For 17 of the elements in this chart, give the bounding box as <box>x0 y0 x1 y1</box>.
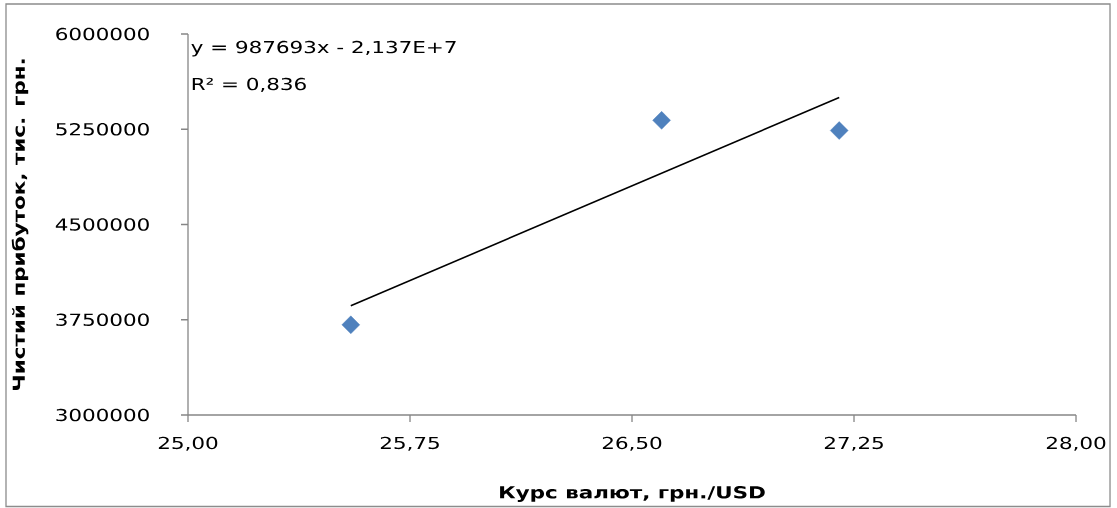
y-tick-label: 3750000 <box>56 313 149 326</box>
point <box>341 315 360 335</box>
point <box>830 121 849 140</box>
annotation: R² = 0,836 <box>192 77 306 92</box>
x-tick-label: 26,50 <box>602 436 662 451</box>
x-tick-label: 25,00 <box>158 436 218 451</box>
x-tick-label: 28,00 <box>1046 436 1106 451</box>
annotation: y = 987693x - 2,137E+7 <box>191 40 456 57</box>
y-tick-label: 4500000 <box>55 218 149 231</box>
point <box>652 111 671 130</box>
x-tick-label: 25,75 <box>380 436 439 451</box>
y-tick-label: 3000000 <box>56 408 149 422</box>
x-tick-label: 27,25 <box>824 436 883 451</box>
y-tick-label: 6000000 <box>56 27 149 41</box>
x-axis-title: Курс валют, грн./USD <box>500 486 765 502</box>
y-tick-label: 5250000 <box>56 123 149 136</box>
y-axis-title: Чистий прибуток, тис. грн. <box>11 59 29 390</box>
